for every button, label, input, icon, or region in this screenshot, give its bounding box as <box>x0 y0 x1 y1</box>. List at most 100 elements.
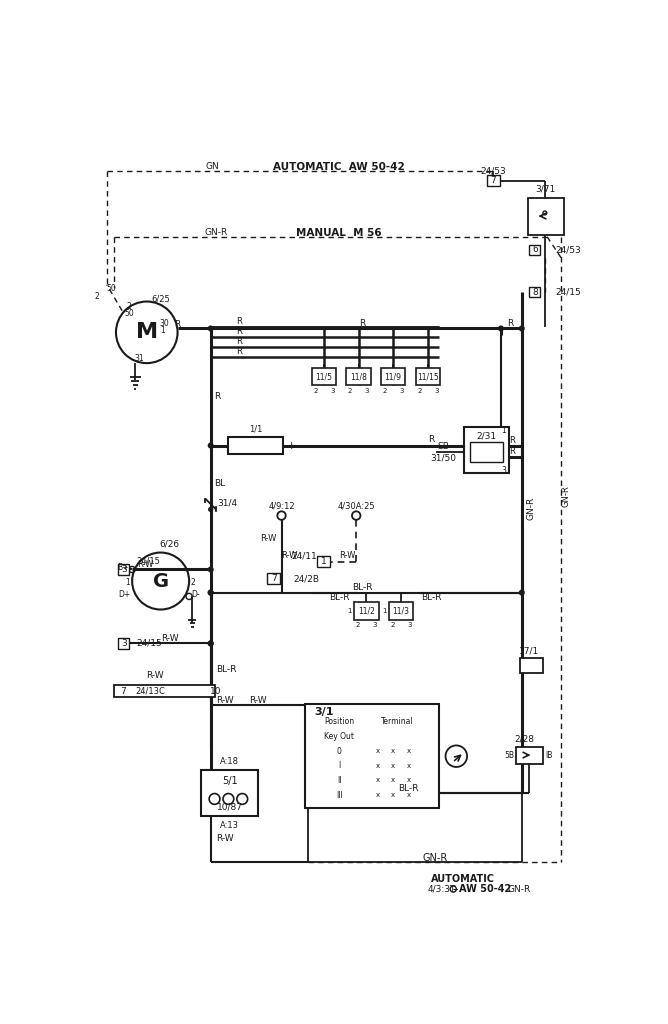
Text: Terminal: Terminal <box>381 717 413 726</box>
Text: 0: 0 <box>337 746 342 756</box>
Text: R: R <box>214 392 221 400</box>
Text: x: x <box>391 793 395 798</box>
Text: A:18: A:18 <box>220 758 239 767</box>
Text: R: R <box>510 435 516 444</box>
Text: 31/50: 31/50 <box>430 454 456 462</box>
Text: -: - <box>220 440 224 451</box>
Bar <box>228 437 283 454</box>
Text: 24/15: 24/15 <box>137 556 160 565</box>
Text: 1: 1 <box>125 579 130 587</box>
Text: x: x <box>391 777 395 783</box>
Circle shape <box>498 327 503 331</box>
Text: AUTOMATIC  AW 50-42: AUTOMATIC AW 50-42 <box>273 162 405 172</box>
Text: 2: 2 <box>383 388 387 394</box>
Text: 7: 7 <box>271 574 277 584</box>
Bar <box>317 556 331 567</box>
Bar <box>470 442 502 462</box>
Text: GN-R: GN-R <box>561 485 570 507</box>
Text: 11/9: 11/9 <box>385 372 401 381</box>
Circle shape <box>208 641 213 646</box>
Circle shape <box>208 590 213 595</box>
Text: 24/15: 24/15 <box>137 639 162 648</box>
Text: 2: 2 <box>190 579 196 587</box>
Text: R: R <box>507 319 513 329</box>
Text: R-W: R-W <box>281 551 298 560</box>
Text: 31/4: 31/4 <box>218 499 238 508</box>
Text: MANUAL  M 56: MANUAL M 56 <box>297 228 382 238</box>
Text: 3/71: 3/71 <box>536 184 556 194</box>
Text: 7: 7 <box>120 687 126 695</box>
Text: G: G <box>152 571 169 591</box>
Bar <box>354 602 379 620</box>
Bar <box>346 368 371 385</box>
Text: Position: Position <box>324 717 354 726</box>
Text: R-W: R-W <box>137 559 154 568</box>
Text: AUTOMATIC: AUTOMATIC <box>430 874 494 884</box>
Text: 2: 2 <box>348 388 352 394</box>
Text: BL-R: BL-R <box>422 593 442 602</box>
Text: 11/8: 11/8 <box>350 372 367 381</box>
Text: R-W: R-W <box>161 634 178 643</box>
Text: R: R <box>359 319 365 329</box>
Bar <box>530 245 540 255</box>
Text: GN-R: GN-R <box>507 885 530 894</box>
Text: 10: 10 <box>210 687 221 695</box>
Text: R: R <box>236 347 242 356</box>
Text: 1: 1 <box>160 326 164 335</box>
Text: R: R <box>236 337 242 346</box>
Text: R-W: R-W <box>216 696 234 705</box>
Text: R: R <box>174 321 181 329</box>
Text: 11/15: 11/15 <box>417 372 439 381</box>
Text: 24/11: 24/11 <box>292 551 317 560</box>
Bar <box>516 746 543 764</box>
Bar <box>305 705 440 808</box>
Bar <box>118 638 130 649</box>
Text: 11/5: 11/5 <box>315 372 333 381</box>
Text: 10/87: 10/87 <box>216 802 242 811</box>
Text: 24/53: 24/53 <box>555 246 580 254</box>
Circle shape <box>208 327 213 331</box>
Bar <box>118 564 130 574</box>
Text: R: R <box>236 327 242 336</box>
Text: SB: SB <box>438 441 449 451</box>
Text: x: x <box>407 749 411 755</box>
Text: 8: 8 <box>532 288 538 297</box>
Text: 1: 1 <box>381 607 386 613</box>
Text: 50: 50 <box>107 284 116 293</box>
Text: AW 50-42: AW 50-42 <box>460 884 512 894</box>
Text: BL-R: BL-R <box>352 584 373 593</box>
Text: 24/13C: 24/13C <box>136 687 166 695</box>
Text: M: M <box>136 323 158 342</box>
Text: R: R <box>236 317 242 326</box>
Text: 5B: 5B <box>504 751 514 760</box>
Text: 2: 2 <box>127 302 132 311</box>
Bar <box>530 288 540 297</box>
Circle shape <box>520 327 524 331</box>
Text: 24/53: 24/53 <box>480 167 506 176</box>
Text: 5/1: 5/1 <box>222 776 237 786</box>
Text: R-W: R-W <box>146 672 163 680</box>
Text: 3/1: 3/1 <box>314 707 333 717</box>
Text: x: x <box>391 749 395 755</box>
Bar <box>415 368 440 385</box>
Text: 4/30A:25: 4/30A:25 <box>337 502 375 511</box>
Circle shape <box>208 567 213 571</box>
Bar <box>311 368 336 385</box>
Text: II: II <box>337 776 341 785</box>
Text: 3: 3 <box>121 639 126 648</box>
Text: GN-R: GN-R <box>526 497 535 519</box>
Text: I: I <box>338 761 341 770</box>
Text: x: x <box>407 777 411 783</box>
Text: R-W: R-W <box>260 535 276 543</box>
Text: 50: 50 <box>124 309 134 318</box>
Text: 31: 31 <box>134 354 144 362</box>
Text: x: x <box>407 763 411 769</box>
Text: x: x <box>391 763 395 769</box>
Text: 3: 3 <box>121 565 126 574</box>
Text: R-W: R-W <box>339 551 355 560</box>
Text: III: III <box>336 791 343 800</box>
Text: 2: 2 <box>355 622 360 628</box>
Text: 2: 2 <box>94 292 99 301</box>
Text: 24/2B: 24/2B <box>293 574 319 584</box>
Text: 3: 3 <box>502 466 506 475</box>
